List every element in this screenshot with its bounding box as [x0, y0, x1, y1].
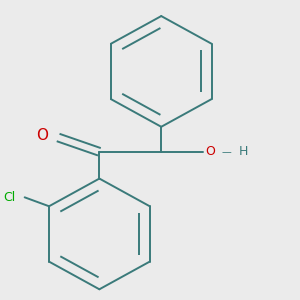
- Text: —: —: [222, 147, 232, 157]
- Text: O: O: [206, 145, 215, 158]
- Text: H: H: [239, 145, 249, 158]
- Text: O: O: [36, 128, 48, 143]
- Text: Cl: Cl: [3, 191, 15, 204]
